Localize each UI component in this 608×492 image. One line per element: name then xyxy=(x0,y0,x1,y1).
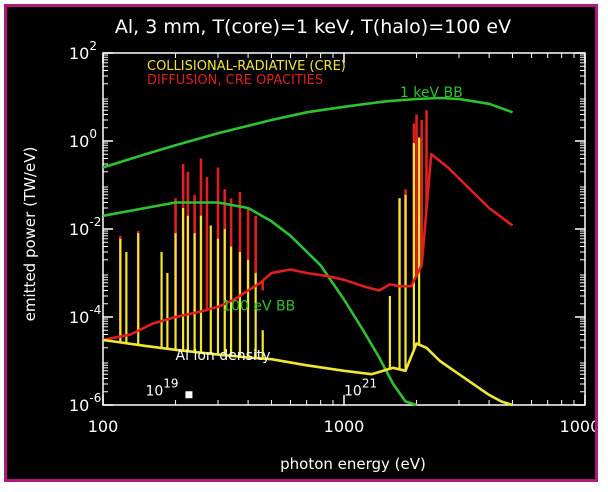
x-tick-label: 1000 xyxy=(324,417,365,436)
density-low-label: 1019 xyxy=(145,376,178,399)
series-line xyxy=(102,338,513,407)
emitted-power-chart: Al, 3 mm, T(core)=1 keV, T(halo)=100 eV … xyxy=(21,16,595,473)
label-100ev-bb: 100 eV BB xyxy=(222,299,295,315)
y-tick-label: 102 xyxy=(69,39,97,63)
legend: COLLISIONAL-RADIATIVE (CRE)DIFFUSION, CR… xyxy=(147,59,346,88)
y-axis: 10-6 10-4 10-2 100 102 xyxy=(69,39,585,415)
x-axis: 100 1000 10000 xyxy=(88,53,595,436)
x-tick-label: 100 xyxy=(88,417,119,436)
annotations: 1 keV BB 100 eV BB Al ion density 1019 1021 xyxy=(145,85,462,399)
label-1kev-bb: 1 keV BB xyxy=(400,85,463,101)
series-line xyxy=(102,201,417,407)
x-tick-label: 10000 xyxy=(560,417,595,436)
emission-lines xyxy=(119,110,428,371)
chart-title: Al, 3 mm, T(core)=1 keV, T(halo)=100 eV xyxy=(115,16,511,38)
y-tick-label: 10-2 xyxy=(69,215,101,239)
legend-entry: COLLISIONAL-RADIATIVE (CRE) xyxy=(147,59,346,74)
series-line xyxy=(102,96,513,169)
series-curves xyxy=(102,96,514,407)
y-axis-label: emitted power (TW/eV) xyxy=(21,147,39,322)
chart-frame: Al, 3 mm, T(core)=1 keV, T(halo)=100 eV … xyxy=(4,4,598,482)
legend-entry: DIFFUSION, CRE OPACITIES xyxy=(147,73,323,88)
y-tick-label: 100 xyxy=(69,127,97,151)
density-high-label: 1021 xyxy=(344,376,377,399)
x-axis-label: photon energy (eV) xyxy=(280,455,426,473)
y-tick-label: 10-4 xyxy=(69,303,101,327)
series-line xyxy=(102,152,514,342)
y-tick-label: 10-6 xyxy=(69,391,101,415)
density-title: Al ion density xyxy=(176,348,271,364)
density-marker xyxy=(185,391,193,399)
